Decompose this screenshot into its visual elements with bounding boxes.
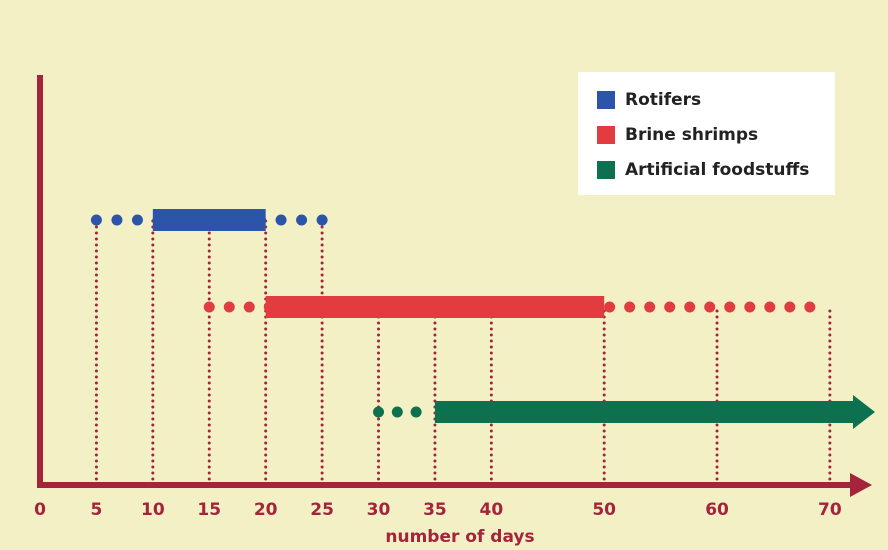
x-tick-label: 30 [367, 500, 391, 520]
legend-label: Rotifers [625, 90, 701, 110]
solid-range [266, 296, 605, 318]
x-tick-label: 50 [592, 500, 616, 520]
legend-label: Brine shrimps [625, 125, 758, 145]
x-tick-label: 5 [90, 500, 102, 520]
chart: number of days 0 5 10 15 20 25 30 35 40 50 60 70 Rot… [0, 0, 888, 550]
legend-label: Artificial foodstuffs [625, 160, 809, 180]
x-tick-label: 35 [423, 500, 447, 520]
legend-swatch [597, 91, 615, 109]
x-tick-label: 70 [818, 500, 842, 520]
x-tick-label: 15 [197, 500, 221, 520]
solid-range [153, 209, 266, 231]
x-tick-label: 40 [480, 500, 504, 520]
legend-swatch [597, 161, 615, 179]
x-tick-label: 25 [310, 500, 334, 520]
legend-swatch [597, 126, 615, 144]
x-tick-label: 10 [141, 500, 165, 520]
x-tick-label: 60 [705, 500, 729, 520]
x-tick-label: 20 [254, 500, 278, 520]
x-tick-label: 0 [34, 500, 46, 520]
x-axis-label: number of days [385, 527, 534, 547]
